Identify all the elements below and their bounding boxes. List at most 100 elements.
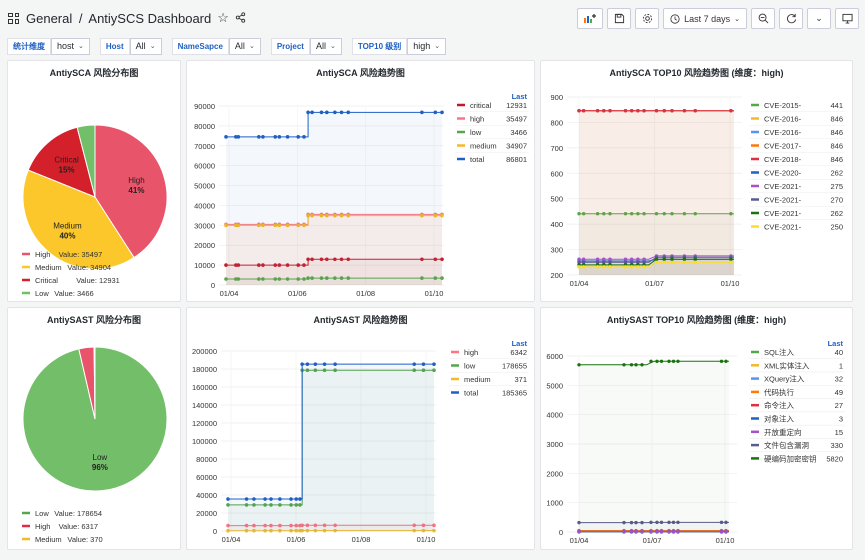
variable-select-top10-level[interactable]: high ⌄: [407, 37, 447, 55]
data-point: [306, 257, 310, 262]
data-point: [269, 528, 273, 533]
panel-title[interactable]: AntiySCA 风险趋势图: [316, 68, 405, 78]
panel-sast-pie[interactable]: AntiySAST 风险分布图 Low 96% Low Value: 178654 Hi…: [7, 307, 181, 550]
data-point: [577, 363, 581, 367]
data-point: [310, 110, 314, 115]
series-area-medium: [226, 215, 442, 285]
data-point: [642, 260, 646, 264]
data-point: [671, 359, 676, 363]
dashboard-title[interactable]: AntiySCS Dashboard: [88, 10, 212, 26]
data-point: [420, 257, 424, 262]
data-point: [261, 135, 265, 139]
data-point: [252, 503, 256, 507]
pie-slice-percent: 15%: [59, 165, 75, 174]
dashboards-grid-icon[interactable]: [8, 12, 19, 24]
data-point: [263, 497, 267, 501]
data-point: [300, 523, 304, 528]
data-point: [273, 223, 278, 228]
data-point: [655, 359, 659, 363]
panel-sast-top10[interactable]: AntiySAST TOP10 风险趋势图 (维度：high) 0 1000 200…: [540, 307, 853, 550]
data-point: [269, 497, 273, 501]
legend-series-last: 86801: [506, 155, 527, 164]
variable-select-dimension[interactable]: host ⌄: [51, 37, 90, 55]
data-point: [273, 277, 278, 281]
y-tick-label: 80000: [194, 122, 215, 131]
data-point: [244, 528, 249, 533]
variable-select-project[interactable]: All ⌄: [309, 37, 342, 55]
data-point: [313, 528, 318, 533]
data-point: [333, 110, 337, 115]
legend-series-last: 371: [514, 375, 527, 384]
data-point: [629, 520, 634, 525]
data-point: [622, 529, 626, 534]
legend-value: Value: 370: [67, 535, 102, 544]
data-point: [412, 362, 417, 366]
data-point: [630, 257, 634, 261]
legend-series-last: 27: [835, 401, 843, 410]
x-tick-label: 01/10: [716, 536, 735, 545]
data-point: [269, 503, 273, 507]
data-point: [719, 520, 724, 525]
data-point: [670, 212, 674, 216]
y-tick-label: 80000: [196, 455, 217, 464]
y-tick-label: 40000: [194, 201, 215, 210]
panel-title[interactable]: AntiySAST 风险趋势图: [313, 315, 408, 325]
settings-button[interactable]: [635, 8, 660, 29]
share-icon[interactable]: [235, 11, 246, 26]
variable-select-host[interactable]: All ⌄: [129, 37, 162, 55]
data-point: [339, 213, 344, 218]
add-panel-button[interactable]: [577, 8, 604, 29]
data-point: [577, 109, 581, 113]
data-point: [636, 109, 640, 113]
chevron-down-icon: ⌄: [248, 43, 255, 50]
variable-select-namespace[interactable]: All ⌄: [228, 37, 261, 55]
breadcrumb-folder[interactable]: General: [26, 10, 73, 26]
refresh-interval-dropdown[interactable]: ⌄: [807, 8, 831, 29]
data-point: [294, 523, 299, 528]
pie-slice-percent: 40%: [59, 231, 75, 240]
line-chart: 200 300 400 500 600 700 800 900 01/04 01/07 01/10 C…: [550, 93, 845, 288]
data-point: [421, 362, 426, 366]
variable-value: All: [234, 41, 245, 51]
data-point: [277, 263, 282, 267]
data-point: [433, 110, 438, 115]
data-point: [636, 265, 640, 269]
y-tick-label: 0: [213, 527, 217, 536]
y-tick-label: 3000: [546, 440, 563, 449]
zoom-out-button[interactable]: [751, 8, 775, 29]
panel-sca-trend[interactable]: AntiySCA 风险趋势图 0 10000 20000 30000 40000 5000…: [186, 60, 535, 302]
tv-mode-button[interactable]: [835, 8, 859, 29]
data-point: [421, 368, 426, 373]
star-icon[interactable]: ☆: [217, 10, 229, 25]
panel-sca-pie[interactable]: AntiySCA 风险分布图 High 41% Medium 40% Critical 1…: [7, 60, 181, 302]
data-point: [655, 529, 659, 534]
data-point: [636, 260, 640, 264]
y-tick-label: 800: [550, 118, 563, 127]
data-point: [289, 497, 293, 501]
data-point: [236, 277, 241, 281]
data-point: [278, 528, 282, 533]
data-point: [234, 135, 238, 139]
data-point: [302, 277, 306, 281]
data-point: [729, 260, 733, 264]
panel-title[interactable]: AntiySAST 风险分布图: [46, 315, 141, 325]
panel-sast-trend[interactable]: AntiySAST 风险趋势图 0 20000 40000 60000 80000 100…: [186, 307, 535, 550]
save-dashboard-button[interactable]: [607, 8, 632, 29]
y-tick-label: 5000: [546, 381, 563, 390]
panel-title[interactable]: AntiySCA TOP10 风险趋势图 (维度：high): [609, 68, 784, 78]
legend-value: Value: 35497: [59, 250, 103, 259]
legend-series-name: CVE-2020-: [764, 169, 802, 178]
legend-series-name: 硬编码加密密钥: [764, 453, 817, 463]
time-picker-button[interactable]: Last 7 days ⌄: [663, 8, 747, 29]
refresh-button[interactable]: [779, 8, 803, 29]
data-point: [634, 363, 638, 367]
data-point: [294, 497, 299, 501]
panel-title[interactable]: AntiySCA 风险分布图: [49, 68, 139, 78]
data-point: [595, 109, 600, 113]
legend-series-last: 275: [830, 182, 843, 191]
legend-header-last: Last: [828, 339, 844, 348]
data-point: [322, 528, 327, 533]
legend-series-name: medium: [464, 375, 491, 384]
panel-sca-top10[interactable]: AntiySCA TOP10 风险趋势图 (维度：high) 200 300 400…: [540, 60, 853, 302]
panel-title[interactable]: AntiySAST TOP10 风险趋势图 (维度：high): [606, 315, 787, 325]
